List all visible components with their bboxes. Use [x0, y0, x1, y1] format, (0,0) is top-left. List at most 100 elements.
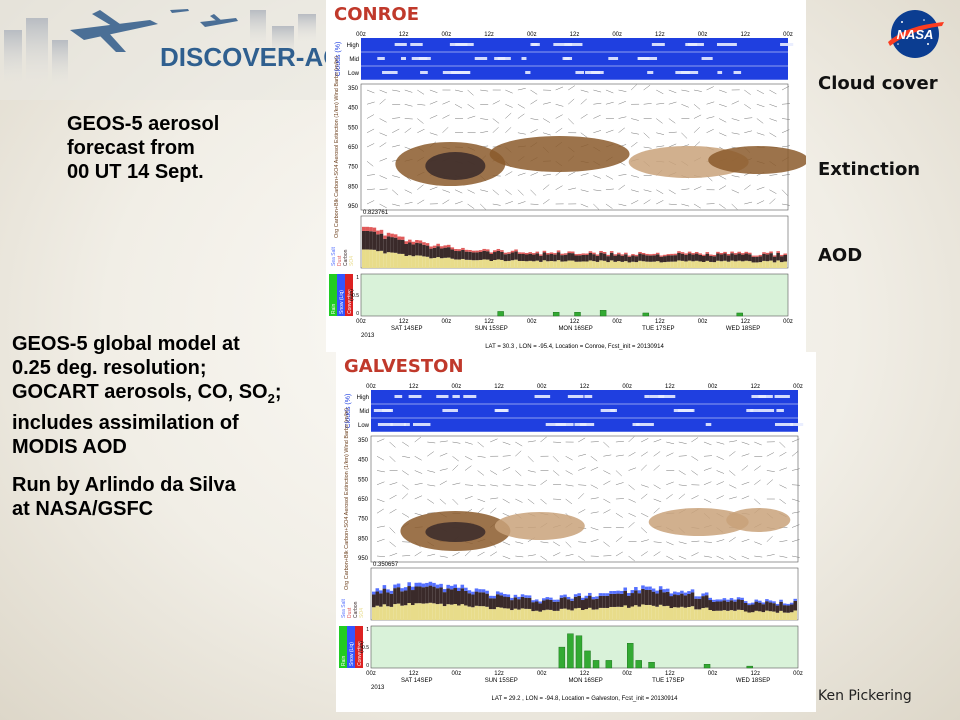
aod-bar-top [372, 591, 376, 595]
wind-barb [653, 451, 661, 457]
aod-bar-top [761, 602, 766, 605]
aod-bar-top [584, 595, 589, 599]
cloud-fraction-mark [644, 395, 650, 398]
aod-bar-top [369, 227, 373, 232]
aod-bar-sulfate [602, 607, 606, 620]
aod-bar-carbon [570, 253, 575, 261]
aod-bar-top [432, 582, 436, 587]
wind-barb [716, 441, 725, 445]
wind-barb [467, 189, 475, 194]
aod-bar-sulfate [560, 261, 564, 268]
wind-barb [728, 536, 736, 542]
extinction-axis-label: Org Carbon+Blk Carbon+SO4 Aerosol Extinc… [334, 56, 340, 238]
precip-bar [558, 646, 566, 669]
aod-bar-top [578, 253, 582, 256]
aod-bar-sulfate [676, 607, 681, 620]
aod-bar-sulfate [436, 257, 440, 268]
precip-frame [360, 273, 789, 317]
aod-bar-top [408, 239, 412, 243]
time-tick-label: 12z [750, 671, 760, 677]
aod-bar-carbon [609, 593, 613, 607]
wind-barb [628, 498, 636, 503]
wind-barb [603, 541, 610, 547]
aod-bar-top [393, 234, 398, 238]
aod-bar-top [580, 597, 585, 601]
wind-barb [376, 498, 385, 503]
wind-barb [716, 470, 725, 474]
nasa-logo: NASA [888, 10, 944, 58]
aod-bar-carbon [553, 254, 557, 262]
wind-barb [716, 481, 724, 485]
wind-barb [389, 441, 396, 448]
aod-bar-sulfate [744, 260, 749, 268]
aod-bar-carbon [435, 588, 440, 605]
wind-barb [540, 479, 548, 485]
cloud-fraction-mark [680, 71, 699, 74]
aod-bar-carbon [754, 601, 759, 611]
cloud-fraction-mark [649, 395, 665, 398]
aod-bar-top [539, 254, 543, 256]
aod-bar-sulfate [362, 249, 366, 268]
cloud-fraction-mark [390, 423, 406, 426]
aod-bar-carbon [389, 593, 394, 607]
aod-bar-sulfate [691, 261, 695, 268]
aod-bar-carbon [496, 250, 501, 260]
aod-bar-top [449, 585, 454, 590]
aod-bar-sulfate [556, 610, 560, 620]
aod-bar-top [775, 603, 780, 606]
wind-barb [578, 493, 585, 500]
wind-barb [719, 132, 727, 137]
aod-bar-sulfate [383, 253, 387, 268]
aod-bar-carbon [768, 602, 773, 612]
aod-bar-sulfate [546, 261, 550, 268]
aod-bar-top [779, 599, 783, 602]
aod-bar-carbon [673, 594, 677, 608]
aod-bar-sulfate [613, 261, 617, 268]
aod-bar-sulfate [461, 258, 465, 268]
wind-barb [417, 128, 425, 133]
wind-barb [628, 555, 635, 562]
wind-barb [718, 203, 726, 209]
aod-bar-carbon [425, 586, 429, 604]
aod-bar-sulfate [655, 261, 660, 268]
wind-barb [568, 171, 576, 176]
wind-barb [643, 199, 651, 205]
aod-bar-sulfate [673, 607, 677, 620]
wind-barb [678, 541, 687, 545]
wind-barb [640, 513, 649, 518]
day-label: MON 16SEP [568, 678, 602, 684]
year-label: 2013 [371, 685, 385, 691]
time-tick-label: 12z [409, 671, 419, 677]
aod-bar-top [789, 602, 794, 605]
aod-bar-carbon [723, 253, 727, 261]
aod-bar-sulfate [570, 260, 575, 268]
aod-bar-carbon [503, 596, 507, 609]
aod-bar-sulfate [454, 259, 458, 268]
aod-bar-sulfate [457, 605, 461, 620]
aod-bar-top [410, 586, 415, 591]
wind-barb [791, 555, 800, 558]
wind-barb [543, 102, 551, 105]
time-tick-label: 00z [612, 32, 622, 38]
time-tick-label: 12z [409, 384, 419, 390]
aod-bar-sulfate [662, 606, 666, 620]
wind-barb [618, 116, 627, 119]
time-tick-label: 12z [570, 32, 580, 38]
wind-barb [492, 127, 499, 133]
aod-bar-sulfate [471, 607, 475, 620]
aod-bar-top [415, 240, 419, 243]
aod-bar-top [750, 602, 755, 605]
aod-bar-top [496, 248, 501, 251]
wind-barb [515, 498, 523, 503]
aod-legend-entry: SO4 [349, 256, 355, 266]
time-tick-label: 00z [452, 384, 462, 390]
wind-barb [517, 201, 526, 205]
wind-barb [653, 439, 662, 443]
aod-bar-top [493, 250, 497, 253]
aod-bar-carbon [460, 588, 465, 605]
aod-bar-sulfate [602, 260, 607, 268]
aod-bar-sulfate [644, 604, 649, 620]
aod-bar-top [652, 253, 656, 256]
aod-bar-carbon [786, 605, 790, 613]
aod-bar-carbon [542, 252, 547, 261]
